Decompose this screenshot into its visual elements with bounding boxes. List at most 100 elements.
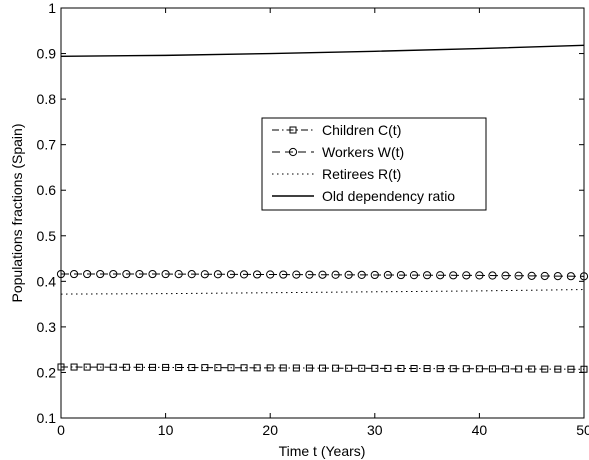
series-marker-children-c-t (449, 365, 457, 373)
series-marker-workers-w-t (449, 271, 458, 280)
legend-item-old-dependency-ratio: Old dependency ratio (272, 188, 455, 204)
series-marker-children-c-t (332, 364, 340, 372)
legend-label: Workers W(t) (322, 144, 404, 160)
legend-label: Children C(t) (322, 122, 401, 138)
series-marker-workers-w-t (226, 270, 236, 279)
series-marker-workers-w-t (331, 270, 340, 279)
series-marker-children-c-t (253, 364, 261, 372)
series-marker-workers-w-t (540, 271, 549, 281)
series-marker-workers-w-t (109, 269, 118, 279)
series-line-old-dependency-ratio (60, 44, 585, 57)
x-tick-label: 10 (158, 422, 174, 438)
series-old-dependency-ratio (60, 44, 585, 57)
series-marker-workers-w-t (122, 269, 131, 279)
series-marker-children-c-t (358, 364, 366, 372)
series-marker-children-c-t (462, 365, 470, 373)
series-marker-workers-w-t (344, 270, 353, 279)
series-marker-workers-w-t (370, 270, 379, 280)
series-marker-children-c-t (122, 363, 130, 371)
series-marker-workers-w-t (488, 271, 497, 280)
series-marker-workers-w-t (83, 269, 92, 279)
series-marker-children-c-t (580, 365, 588, 373)
y-tick-label: 0.5 (37, 228, 57, 244)
series-marker-children-c-t (279, 364, 287, 372)
series-marker-workers-w-t (148, 269, 157, 279)
series-marker-children-c-t (528, 365, 536, 373)
y-tick-label: 0.9 (37, 46, 57, 62)
series-marker-children-c-t (135, 363, 143, 371)
series-marker-workers-w-t (253, 270, 262, 279)
series-marker-children-c-t (214, 364, 222, 372)
legend: Children C(t) Workers W(t) Retirees R(t) Ol… (261, 117, 487, 211)
series-marker-children-c-t (109, 363, 117, 371)
x-tick-labels: 0 10 20 30 40 50 (57, 422, 589, 438)
legend-box (261, 117, 487, 211)
series-marker-workers-w-t (305, 270, 314, 279)
legend-item-retirees-r-t: Retirees R(t) (272, 166, 401, 182)
tick-marks (60, 7, 585, 419)
plot-area (60, 7, 585, 419)
series-marker-workers-w-t (501, 271, 510, 280)
y-tick-labels: 0.1 0.2 0.3 0.4 0.5 0.6 0.7 0.8 0.9 1 (37, 0, 57, 426)
x-tick-label: 40 (472, 422, 488, 438)
series-marker-workers-w-t (96, 269, 105, 279)
y-axis-label: Populations fractions (Spain) (9, 124, 25, 303)
series-marker-workers-w-t (527, 271, 536, 280)
series-marker-workers-w-t (56, 269, 66, 279)
x-tick-label: 30 (367, 422, 383, 438)
series-marker-workers-w-t (174, 270, 183, 279)
series-marker-children-c-t (423, 365, 431, 373)
series-marker-workers-w-t (318, 270, 327, 279)
series-line-children-c-t (60, 366, 585, 370)
y-tick-label: 0.7 (37, 137, 57, 153)
series-retirees-r-t (60, 289, 585, 295)
series-marker-workers-w-t (292, 270, 301, 279)
series-marker-children-c-t (175, 363, 183, 371)
y-tick-label: 0.8 (37, 91, 57, 107)
x-tick-label: 0 (57, 422, 65, 438)
series-marker-children-c-t (436, 365, 444, 373)
series-marker-workers-w-t (357, 270, 366, 279)
series-marker-workers-w-t (462, 271, 471, 280)
series-marker-children-c-t (162, 363, 170, 371)
x-tick-label: 20 (262, 422, 278, 438)
series-marker-children-c-t (502, 365, 510, 373)
y-tick-label: 1 (48, 0, 56, 16)
x-axis-label: Time t (Years) (279, 443, 366, 459)
series-marker-children-c-t (515, 365, 523, 373)
series-marker-workers-w-t (566, 272, 576, 281)
series-marker-children-c-t (488, 365, 496, 373)
series-marker-children-c-t (475, 365, 483, 373)
y-tick-label: 0.3 (37, 319, 57, 335)
series-marker-workers-w-t (279, 270, 288, 279)
series-marker-children-c-t (83, 363, 91, 371)
series-marker-workers-w-t (200, 270, 209, 279)
series-marker-children-c-t (305, 364, 313, 372)
series-marker-workers-w-t (553, 271, 562, 281)
series-marker-children-c-t (188, 364, 196, 372)
series-marker-workers-w-t (187, 270, 196, 279)
series-marker-workers-w-t (396, 270, 406, 280)
series-marker-workers-w-t (266, 270, 275, 279)
series-children-c-t (57, 363, 588, 373)
series-marker-children-c-t (292, 364, 300, 372)
series-marker-workers-w-t (579, 272, 589, 281)
legend-marker (289, 126, 297, 134)
series-line-retirees-r-t (60, 289, 585, 295)
series-marker-children-c-t (266, 364, 274, 372)
series-marker-children-c-t (567, 365, 575, 373)
series-marker-workers-w-t (475, 271, 484, 280)
series-marker-children-c-t (319, 364, 326, 372)
series-marker-workers-w-t (436, 271, 445, 280)
series-marker-children-c-t (149, 363, 157, 371)
series-marker-children-c-t (240, 364, 248, 372)
legend-item-children-c-t: Children C(t) (272, 122, 401, 138)
series-marker-children-c-t (345, 364, 353, 372)
legend-label: Old dependency ratio (322, 188, 455, 204)
x-tick-label: 50 (576, 422, 589, 438)
series-marker-children-c-t (201, 364, 209, 372)
series-marker-workers-w-t (69, 269, 79, 279)
series-marker-children-c-t (410, 365, 418, 373)
series-marker-children-c-t (227, 364, 235, 372)
